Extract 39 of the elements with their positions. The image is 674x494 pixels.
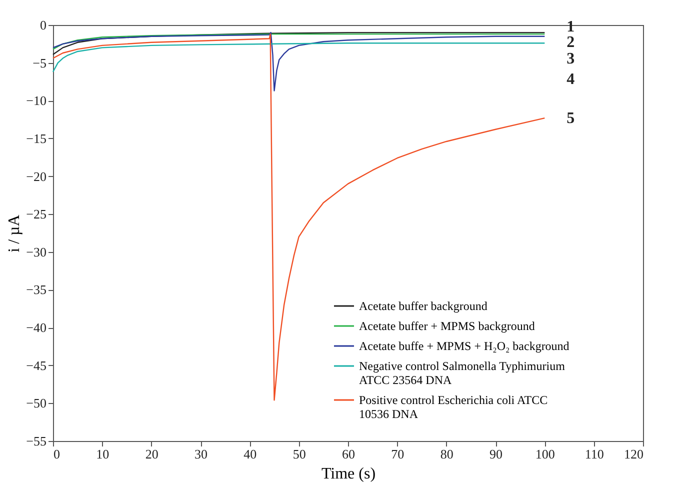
annotation: 3 <box>566 50 575 68</box>
legend-label: Acetate buffer + MPMS background <box>359 319 535 333</box>
line-series <box>52 33 546 50</box>
y-tick-label: −20 <box>26 168 46 184</box>
legend-label: Negative control Salmonella Typhimurium ATCC 23564 DNA <box>359 359 566 387</box>
x-tick-label: 70 <box>391 446 404 462</box>
y-tick-label: −25 <box>26 206 46 222</box>
legend-label: Positive control Escherichia coli ATCC 10536 DNA <box>359 393 548 421</box>
annotation: 2 <box>566 34 575 52</box>
x-tick-label: 20 <box>145 446 158 462</box>
x-axis-title: Time (s) <box>321 466 376 482</box>
annotation: 4 <box>566 71 575 88</box>
x-tick-label: 30 <box>194 446 208 462</box>
y-tick-label: −10 <box>26 93 46 108</box>
annotation: 5 <box>566 110 575 128</box>
x-tick-label: 100 <box>535 446 555 462</box>
legend-label: Acetate buffer background <box>359 299 488 313</box>
y-tick-label: −40 <box>26 320 46 336</box>
x-tick-label: 60 <box>342 446 355 462</box>
y-tick-label: −30 <box>26 244 46 260</box>
y-axis-title: i / µA <box>6 214 24 252</box>
y-tick-label: 0 <box>40 18 46 32</box>
x-tick-label: 120 <box>624 446 644 462</box>
y-tick-label: −50 <box>26 396 46 411</box>
x-tick-label: 80 <box>440 446 454 462</box>
y-tick-label: −55 <box>26 434 46 448</box>
x-tick-label: 50 <box>292 446 306 462</box>
y-tick-label: −45 <box>26 358 46 373</box>
y-tick-label: −5 <box>32 55 46 70</box>
x-tick-label: 110 <box>584 446 604 462</box>
line-series <box>52 32 546 92</box>
line-series <box>52 42 546 72</box>
y-tick-label: −15 <box>26 130 46 146</box>
legend-label: Acetate buffe + MPMS + H₂O₂ background <box>359 339 570 353</box>
x-tick-label: 0 <box>54 446 60 462</box>
x-tick-label: 40 <box>244 446 257 462</box>
x-tick-label: 10 <box>96 446 110 462</box>
y-tick-label: −35 <box>26 282 46 298</box>
x-tick-label: 90 <box>490 446 502 462</box>
